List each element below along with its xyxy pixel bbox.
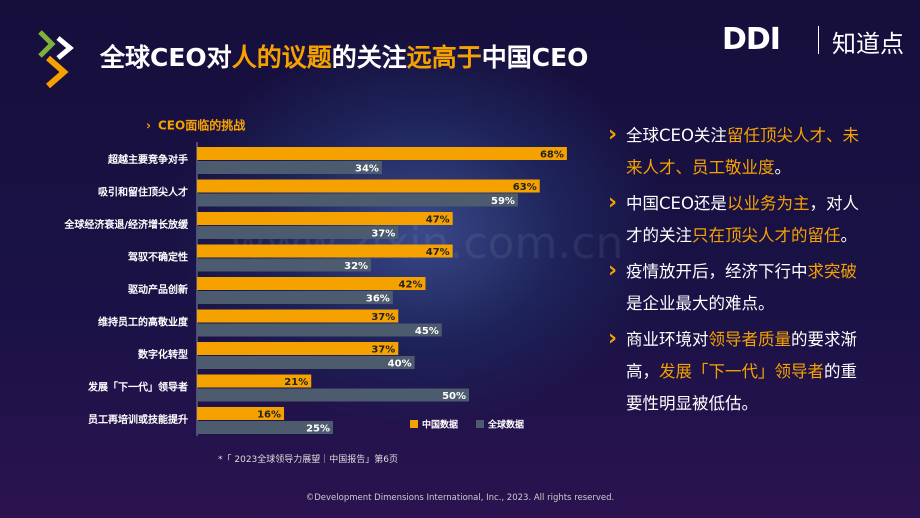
bar (197, 309, 399, 323)
text-segment: 全球CEO对 (100, 43, 232, 72)
text-segment: 的重要性明显被低估。 (626, 362, 857, 413)
text-segment: 全球CEO关注 (626, 126, 727, 145)
arrow-icon (38, 30, 74, 89)
text-segment: 远高于 (406, 43, 482, 72)
value-label: 40% (388, 359, 412, 370)
value-label: 50% (442, 391, 466, 402)
value-label: 21% (284, 377, 308, 388)
value-label: 37% (371, 312, 395, 323)
category-label: 吸引和留住顶尖人才 (98, 186, 188, 199)
bar (197, 374, 312, 388)
text-segment: 。 (774, 158, 792, 177)
legend-label: 全球数据 (487, 419, 524, 431)
text-segment: 的关注 (331, 43, 407, 72)
logo-divider (818, 26, 819, 54)
bullet: 全球CEO关注留任顶尖人才、未来人才、员工敬业度。 (608, 119, 868, 184)
bullet: 商业环境对领导者质量的要求渐高，发展「下一代」领导者的重要性明显被低估。 (608, 323, 868, 420)
bar (197, 277, 426, 290)
category-label: 员工再培训或技能提升 (88, 413, 188, 426)
bullet-list: 全球CEO关注留任顶尖人才、未来人才、员工敬业度。中国CEO还是以业务为主，对人… (608, 119, 868, 424)
bar (197, 421, 333, 434)
category-label: 驾驭不确定性 (127, 251, 188, 264)
bar (197, 161, 382, 174)
legend-swatch (476, 420, 484, 428)
value-label: 36% (366, 294, 390, 305)
text-segment: 商业环境对 (626, 330, 709, 349)
bar (197, 407, 285, 420)
text-segment: ，对人才的关注 (626, 194, 859, 245)
value-label: 25% (306, 424, 330, 435)
bar (197, 258, 372, 272)
value-label: 37% (371, 345, 395, 356)
bar (197, 226, 399, 239)
bar (197, 147, 567, 160)
text-segment: 发展「下一代」领导者 (659, 362, 824, 381)
legend-label: 中国数据 (422, 419, 458, 431)
slide-title: 全球CEO对人的议题的关注远高于中国CEO (100, 38, 588, 74)
text-segment: 疫情放开后，经济下行中 (626, 262, 808, 281)
bar (197, 356, 415, 369)
text-segment: 。 (840, 226, 858, 245)
copyright: ©Development Dimensions International, I… (305, 493, 615, 503)
category-label: 数字化转型 (138, 348, 188, 361)
bullet: 中国CEO还是以业务为主，对人才的关注只在顶尖人才的留任。 (608, 187, 868, 252)
category-label: 全球经济衰退/经济增长放缓 (63, 218, 189, 231)
legend-swatch (410, 420, 418, 428)
bar (197, 212, 453, 225)
text-segment: 留任顶尖人才、未来人才、员工敬业度 (626, 126, 859, 177)
value-label: 42% (399, 280, 423, 291)
value-label: 32% (344, 261, 368, 272)
text-segment: 只在顶尖人才的留任 (692, 226, 841, 245)
value-label: 68% (540, 150, 564, 161)
bar (197, 244, 453, 258)
text-segment: 中国CEO还是 (626, 194, 727, 213)
bar (197, 388, 469, 402)
value-label: 63% (513, 182, 537, 193)
value-label: 34% (355, 164, 379, 175)
value-label: 59% (491, 196, 515, 207)
text-segment: 求突破 (807, 262, 858, 281)
bar (197, 342, 399, 355)
bar (197, 291, 393, 304)
text-segment: 是企业最大的难点。 (626, 294, 775, 313)
text-segment: 的要求渐高， (626, 330, 857, 381)
footnote: *「 2023全球领导力展望｜中国报告」第6页 (218, 455, 398, 465)
bar (197, 193, 518, 207)
category-label: 维持员工的高敬业度 (98, 316, 189, 329)
value-label: 47% (426, 247, 450, 258)
chart-title: CEO面临的挑战 (158, 118, 245, 133)
bullet: 疫情放开后，经济下行中求突破是企业最大的难点。 (608, 255, 868, 320)
bar (197, 323, 442, 337)
value-label: 45% (415, 326, 439, 337)
text-segment: 领导者质量 (708, 330, 792, 349)
text-segment: 人的议题 (231, 43, 332, 72)
value-label: 37% (371, 229, 395, 240)
category-label: 驱动产品创新 (128, 283, 188, 296)
bar (197, 179, 540, 193)
value-label: 16% (257, 410, 281, 421)
chart: › CEO面临的挑战 超越主要竞争对手 68% 34% 吸引和留住顶尖人才 63% 59%… (63, 117, 567, 436)
chart-icon: › (146, 119, 151, 133)
text-segment: 中国CEO (481, 43, 589, 72)
logo: DDI (722, 22, 781, 57)
value-label: 47% (426, 215, 450, 226)
category-label: 发展「下一代」领导者 (87, 381, 188, 394)
category-label: 超越主要竞争对手 (107, 153, 188, 166)
logo-text: 知道点 (832, 30, 904, 58)
text-segment: 以业务为主 (726, 194, 810, 213)
